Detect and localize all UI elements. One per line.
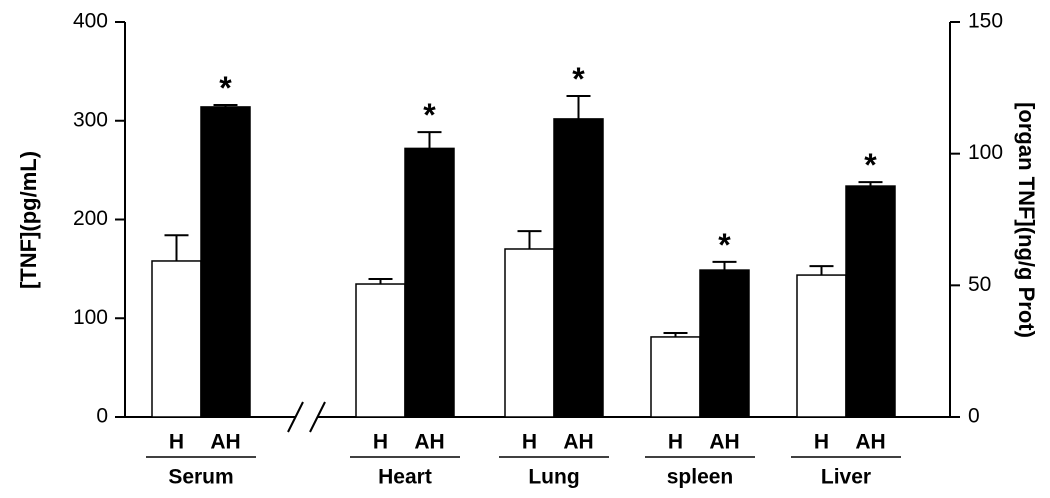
series-label: AH: [709, 431, 739, 454]
significance-star: *: [864, 147, 877, 183]
y2-tick-label: 50: [968, 273, 991, 296]
category-label: Heart: [378, 466, 432, 489]
category-label: Lung: [528, 466, 579, 489]
series-label: H: [814, 431, 829, 454]
bar: [845, 185, 896, 418]
y2-tick-label: 100: [968, 141, 1003, 164]
y-tick-label: 200: [73, 207, 108, 230]
y-tick-label: 300: [73, 108, 108, 131]
y2-tick-label: 0: [968, 405, 980, 428]
significance-star: *: [572, 61, 585, 97]
y-axis-label: [TNF](pg/mL): [16, 151, 41, 289]
y-tick-label: 100: [73, 306, 108, 329]
series-label: H: [373, 431, 388, 454]
y-tick-label: 0: [96, 405, 108, 428]
series-label: AH: [855, 431, 885, 454]
series-label: AH: [210, 431, 240, 454]
bar: [355, 283, 406, 418]
significance-star: *: [423, 97, 436, 133]
bar: [151, 260, 202, 418]
y2-tick-label: 150: [968, 10, 1003, 33]
significance-star: *: [219, 70, 232, 106]
bar: [650, 336, 701, 418]
bar: [200, 106, 251, 418]
category-label: Serum: [168, 466, 233, 489]
significance-star: *: [718, 227, 731, 263]
bar: [404, 147, 455, 418]
series-label: H: [169, 431, 184, 454]
series-label: H: [668, 431, 683, 454]
bar: [699, 269, 750, 418]
y2-axis-label: [organ TNF](ng/g Prot): [1014, 102, 1039, 338]
series-label: AH: [414, 431, 444, 454]
axis-break: [287, 401, 304, 433]
series-label: H: [522, 431, 537, 454]
axis-break: [309, 401, 326, 433]
series-label: AH: [563, 431, 593, 454]
bar: [796, 274, 847, 418]
y-tick-label: 400: [73, 10, 108, 33]
category-label: Liver: [821, 466, 871, 489]
bar: [504, 248, 555, 418]
bar: [553, 118, 604, 418]
category-label: spleen: [667, 466, 734, 489]
